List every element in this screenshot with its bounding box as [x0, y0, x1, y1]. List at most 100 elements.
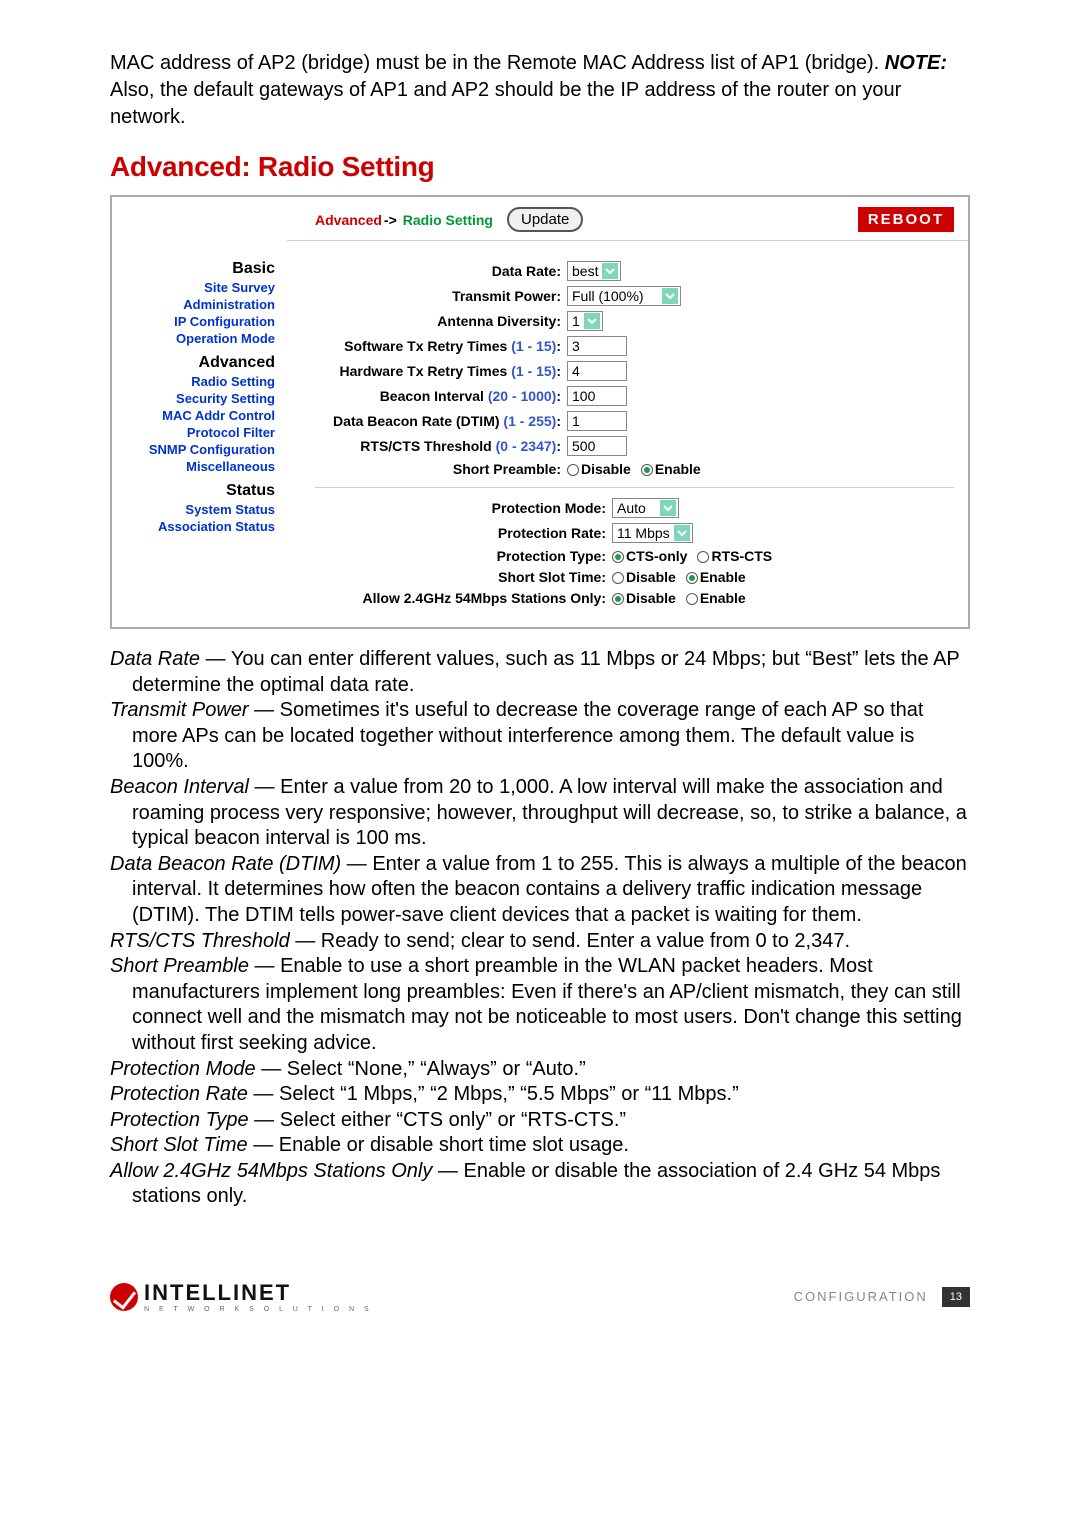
- breadcrumb-arrow: ->: [384, 212, 397, 228]
- radio-icon: [686, 572, 698, 584]
- field-group-2: Protection Mode: Auto Protection Rate: 1…: [287, 498, 968, 606]
- sidebar-item-administration[interactable]: Administration: [122, 297, 275, 312]
- label-dtim: Data Beacon Rate (DTIM) (1 - 255):: [287, 413, 567, 429]
- input-rts[interactable]: [567, 436, 627, 456]
- desc-tx-power: — Sometimes it's useful to decrease the …: [132, 699, 924, 772]
- label-tx-power: Transmit Power:: [287, 288, 567, 304]
- intro-text: MAC address of AP2 (bridge) must be in t…: [110, 52, 885, 74]
- desc-beacon: — Enter a value from 20 to 1,000. A low …: [132, 776, 967, 849]
- select-tx-power-value: Full (100%): [572, 288, 644, 304]
- breadcrumb-advanced: Advanced: [315, 212, 382, 228]
- main-area: Advanced -> Radio Setting Update REBOOT …: [287, 197, 968, 627]
- sidebar-item-radio-setting[interactable]: Radio Setting: [122, 374, 275, 389]
- select-prot-rate-value: 11 Mbps: [617, 525, 670, 541]
- radio-preamble-disable[interactable]: Disable: [567, 461, 631, 477]
- separator: [315, 487, 954, 488]
- radio-icon: [612, 551, 624, 563]
- label-rts: RTS/CTS Threshold (0 - 2347):: [287, 438, 567, 454]
- radio-rts-cts[interactable]: RTS-CTS: [697, 548, 772, 564]
- sidebar-item-system-status[interactable]: System Status: [122, 502, 275, 517]
- chevron-down-icon: [660, 500, 676, 516]
- radio-icon: [697, 551, 709, 563]
- label-sw-retry: Software Tx Retry Times (1 - 15):: [287, 338, 567, 354]
- chevron-down-icon: [674, 525, 690, 541]
- desc-preamble: — Enable to use a short preamble in the …: [132, 955, 962, 1054]
- radio-slot-enable[interactable]: Enable: [686, 569, 746, 585]
- select-data-rate-value: best: [572, 263, 598, 279]
- radio-preamble-enable[interactable]: Enable: [641, 461, 701, 477]
- select-prot-rate[interactable]: 11 Mbps: [612, 523, 693, 543]
- select-antenna[interactable]: 1: [567, 311, 603, 331]
- topbar: Advanced -> Radio Setting Update REBOOT: [287, 197, 968, 241]
- label-short-slot: Short Slot Time:: [287, 569, 612, 585]
- desc-data-rate: — You can enter different values, such a…: [132, 648, 959, 696]
- term-preamble: Short Preamble: [110, 955, 249, 977]
- input-sw-retry[interactable]: [567, 336, 627, 356]
- term-prot-mode: Protection Mode: [110, 1058, 256, 1080]
- logo-icon: [110, 1283, 138, 1311]
- term-rts: RTS/CTS Threshold: [110, 930, 290, 952]
- desc-prot-type: — Select either “CTS only” or “RTS-CTS.”: [249, 1109, 626, 1131]
- sidebar-item-mac-addr[interactable]: MAC Addr Control: [122, 408, 275, 423]
- note-label: NOTE:: [885, 52, 947, 74]
- term-allow24: Allow 2.4GHz 54Mbps Stations Only: [110, 1160, 432, 1182]
- sidebar-item-site-survey[interactable]: Site Survey: [122, 280, 275, 295]
- radio-icon: [567, 464, 579, 476]
- label-prot-mode: Protection Mode:: [287, 500, 612, 516]
- chevron-down-icon: [584, 313, 600, 329]
- term-dtim: Data Beacon Rate (DTIM): [110, 853, 341, 875]
- sidebar: Basic Site Survey Administration IP Conf…: [112, 197, 287, 627]
- input-beacon[interactable]: [567, 386, 627, 406]
- reboot-button[interactable]: REBOOT: [858, 207, 954, 232]
- sidebar-item-snmp[interactable]: SNMP Configuration: [122, 442, 275, 457]
- term-data-rate: Data Rate: [110, 648, 200, 670]
- label-hw-retry: Hardware Tx Retry Times (1 - 15):: [287, 363, 567, 379]
- select-prot-mode-value: Auto: [617, 500, 646, 516]
- radio-cts-only[interactable]: CTS-only: [612, 548, 687, 564]
- desc-short-slot: — Enable or disable short time slot usag…: [248, 1134, 629, 1156]
- input-dtim[interactable]: [567, 411, 627, 431]
- select-data-rate[interactable]: best: [567, 261, 621, 281]
- radio-slot-disable[interactable]: Disable: [612, 569, 676, 585]
- breadcrumb-radio: Radio Setting: [403, 212, 493, 228]
- sidebar-item-security-setting[interactable]: Security Setting: [122, 391, 275, 406]
- desc-rts: — Ready to send; clear to send. Enter a …: [290, 930, 850, 952]
- brand-name: INTELLINET: [144, 1280, 373, 1306]
- label-prot-type: Protection Type:: [287, 548, 612, 564]
- radio-icon: [641, 464, 653, 476]
- brand-logo: INTELLINET N E T W O R K S O L U T I O N…: [110, 1280, 373, 1313]
- label-beacon: Beacon Interval (20 - 1000):: [287, 388, 567, 404]
- sidebar-item-operation-mode[interactable]: Operation Mode: [122, 331, 275, 346]
- footer-section: CONFIGURATION: [794, 1289, 928, 1304]
- page-number: 13: [942, 1287, 970, 1307]
- sidebar-item-ip-config[interactable]: IP Configuration: [122, 314, 275, 329]
- label-data-rate: Data Rate:: [287, 263, 567, 279]
- label-prot-rate: Protection Rate:: [287, 525, 612, 541]
- desc-prot-mode: — Select “None,” “Always” or “Auto.”: [256, 1058, 586, 1080]
- radio-icon: [686, 593, 698, 605]
- sidebar-head-advanced: Advanced: [122, 354, 275, 372]
- select-prot-mode[interactable]: Auto: [612, 498, 679, 518]
- update-button[interactable]: Update: [507, 207, 583, 232]
- footer: INTELLINET N E T W O R K S O L U T I O N…: [110, 1280, 970, 1313]
- label-antenna: Antenna Diversity:: [287, 313, 567, 329]
- sidebar-item-assoc-status[interactable]: Association Status: [122, 519, 275, 534]
- sidebar-head-status: Status: [122, 482, 275, 500]
- sidebar-item-misc[interactable]: Miscellaneous: [122, 459, 275, 474]
- intro-paragraph: MAC address of AP2 (bridge) must be in t…: [110, 50, 970, 131]
- section-heading: Advanced: Radio Setting: [110, 151, 970, 183]
- radio-allow24-disable[interactable]: Disable: [612, 590, 676, 606]
- radio-allow24-enable[interactable]: Enable: [686, 590, 746, 606]
- select-antenna-value: 1: [572, 313, 580, 329]
- chevron-down-icon: [602, 263, 618, 279]
- sidebar-head-basic: Basic: [122, 260, 275, 278]
- term-prot-rate: Protection Rate: [110, 1083, 248, 1105]
- desc-prot-rate: — Select “1 Mbps,” “2 Mbps,” “5.5 Mbps” …: [248, 1083, 739, 1105]
- brand-sub: N E T W O R K S O L U T I O N S: [144, 1306, 373, 1313]
- sidebar-item-protocol-filter[interactable]: Protocol Filter: [122, 425, 275, 440]
- term-short-slot: Short Slot Time: [110, 1134, 248, 1156]
- select-tx-power[interactable]: Full (100%): [567, 286, 681, 306]
- field-group-1: Data Rate: best Transmit Power: Full (10…: [287, 261, 968, 477]
- input-hw-retry[interactable]: [567, 361, 627, 381]
- description-block: Data Rate — You can enter different valu…: [110, 647, 970, 1210]
